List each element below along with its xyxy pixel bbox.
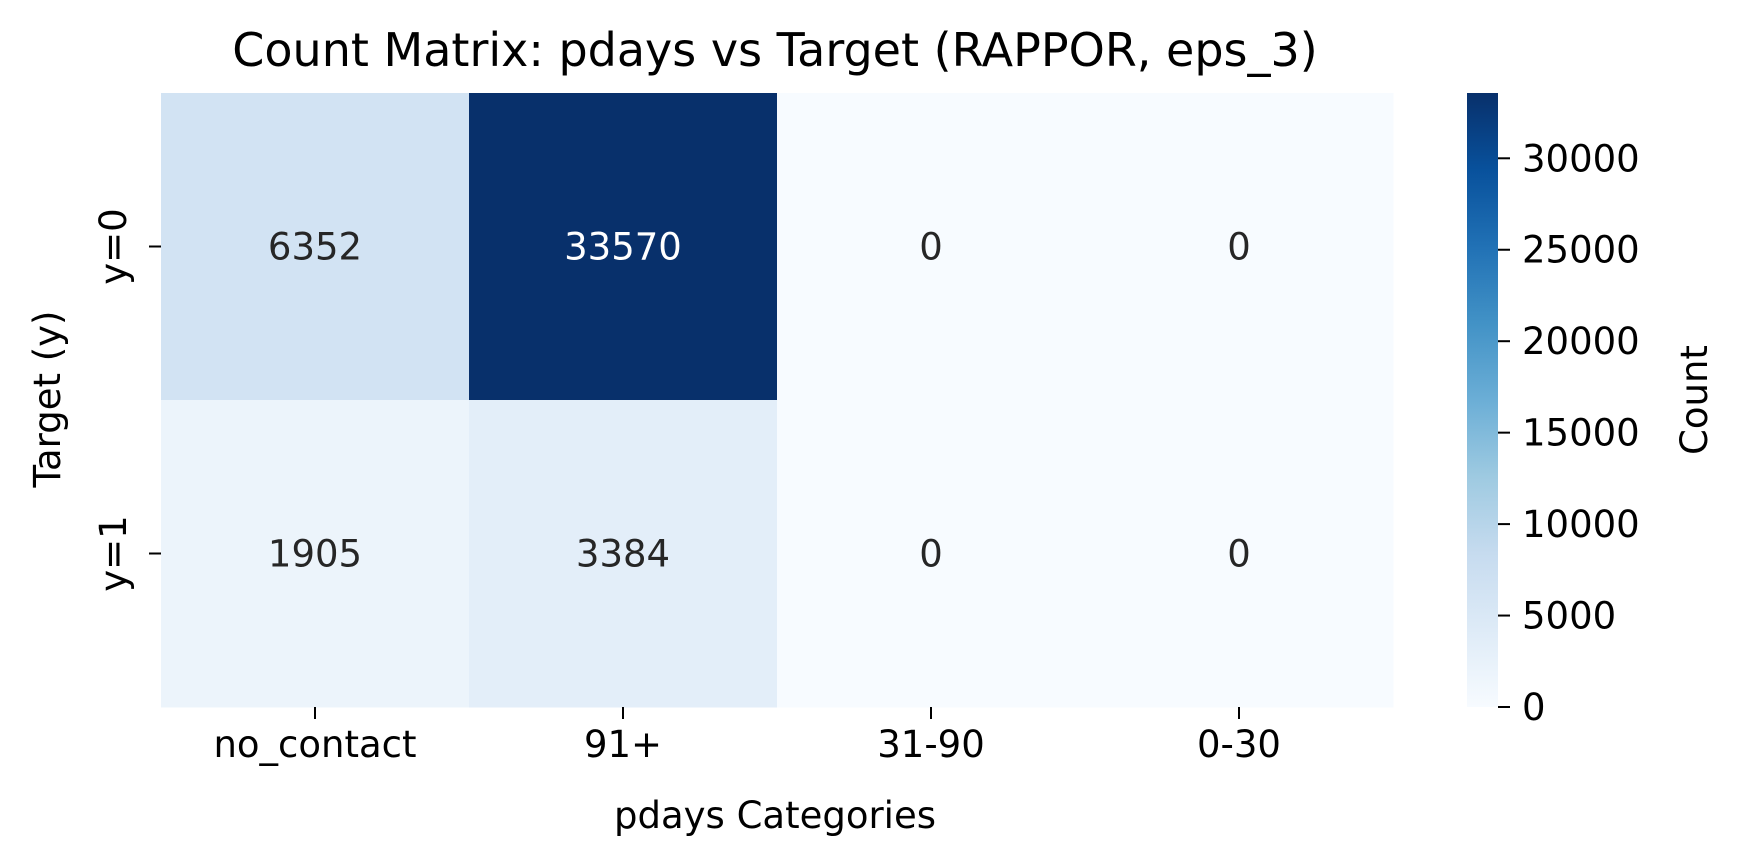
heatmap-cell	[777, 400, 1086, 708]
colorbar-label: Count	[1673, 345, 1716, 455]
colorbar-tick-label: 0	[1522, 686, 1546, 729]
x-axis-ticks: no_contact 91+ 31-90 0-30	[213, 707, 1281, 766]
cell-value-label: 3384	[576, 533, 670, 576]
colorbar-tick-label: 10000	[1522, 503, 1640, 546]
cell-value-label: 0	[919, 533, 943, 576]
heatmap-cells	[161, 93, 1394, 708]
heatmap-cell	[469, 93, 778, 401]
y-tick-label: y=0	[92, 208, 135, 284]
x-tick-label: 31-90	[877, 723, 985, 766]
y-tick-label: y=1	[92, 515, 135, 591]
colorbar-tick-label: 20000	[1522, 320, 1640, 363]
cell-value-label: 1905	[268, 533, 362, 576]
colorbar-tick-label: 30000	[1522, 137, 1640, 180]
colorbar	[1467, 93, 1498, 707]
colorbar-ticks: 0 5000 10000 15000 20000 25000 30000	[1498, 137, 1640, 729]
x-tick-label: 91+	[584, 723, 662, 766]
y-axis-ticks: y=0 y=1	[92, 208, 161, 592]
colorbar-tick-label: 25000	[1522, 229, 1640, 272]
heatmap-cell-labels: 6352 33570 0 0 1905 3384 0 0	[268, 226, 1251, 576]
y-axis-label: Target (y)	[26, 311, 69, 489]
cell-value-label: 0	[919, 226, 943, 269]
cell-value-label: 0	[1227, 533, 1251, 576]
colorbar-tick-label: 15000	[1522, 412, 1640, 455]
x-axis-label: pdays Categories	[614, 794, 936, 837]
cell-value-label: 6352	[268, 226, 362, 269]
heatmap-cell	[161, 400, 470, 708]
heatmap-cell	[161, 93, 470, 401]
heatmap-cell	[469, 400, 778, 708]
cell-value-label: 33570	[564, 226, 682, 269]
x-tick-label: 0-30	[1197, 723, 1281, 766]
heatmap-cell	[1085, 93, 1394, 401]
x-tick-label: no_contact	[213, 723, 416, 766]
heatmap-cell	[1085, 400, 1394, 708]
cell-value-label: 0	[1227, 226, 1251, 269]
heatmap-cell	[777, 93, 1086, 401]
chart-title: Count Matrix: pdays vs Target (RAPPOR, e…	[232, 23, 1317, 77]
colorbar-tick-label: 5000	[1522, 595, 1616, 638]
